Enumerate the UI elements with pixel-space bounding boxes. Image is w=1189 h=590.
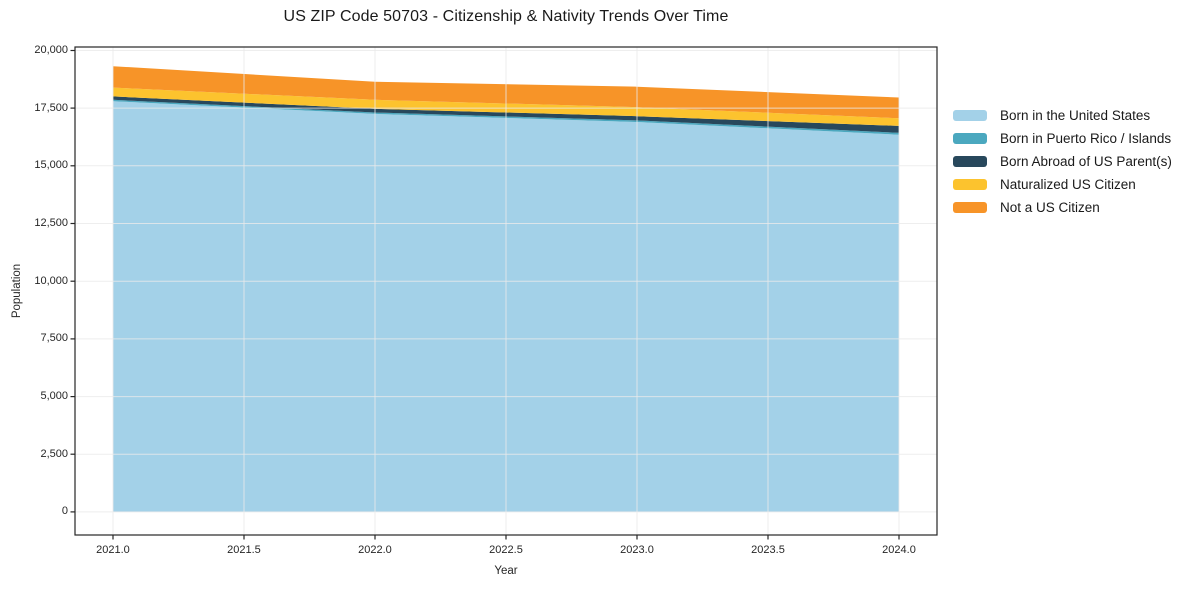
legend-label: Born in the United States xyxy=(1000,108,1151,123)
legend-swatch xyxy=(953,156,987,167)
x-tick-label: 2021.0 xyxy=(96,544,130,556)
y-tick-label: 17,500 xyxy=(34,101,68,114)
x-tick-label: 2021.5 xyxy=(227,544,261,556)
y-tick-label: 15,000 xyxy=(34,159,68,172)
legend-item-born-abroad-of-us-parent-s: Born Abroad of US Parent(s) xyxy=(953,150,1172,173)
legend-item-not-a-us-citizen: Not a US Citizen xyxy=(953,196,1172,219)
legend-swatch xyxy=(953,110,987,121)
legend-swatch xyxy=(953,202,987,213)
legend-swatch xyxy=(953,179,987,190)
legend-label: Not a US Citizen xyxy=(1000,200,1100,215)
x-tick-label: 2022.0 xyxy=(358,544,392,556)
y-tick-label: 7,500 xyxy=(40,332,68,345)
legend-item-born-in-puerto-rico-islands: Born in Puerto Rico / Islands xyxy=(953,127,1172,150)
chart-title: US ZIP Code 50703 - Citizenship & Nativi… xyxy=(283,8,729,25)
x-tick-label: 2023.5 xyxy=(751,544,785,556)
legend: Born in the United States Born in Puerto … xyxy=(953,104,1172,219)
legend-label: Born Abroad of US Parent(s) xyxy=(1000,154,1172,169)
legend-label: Naturalized US Citizen xyxy=(1000,177,1136,192)
y-tick-label: 10,000 xyxy=(34,274,68,287)
legend-item-born-in-the-united-states: Born in the United States xyxy=(953,104,1172,127)
x-tick-label: 2023.0 xyxy=(620,544,654,556)
y-tick-label: 5,000 xyxy=(40,390,68,403)
y-tick-label: 12,500 xyxy=(34,217,68,229)
x-tick-label: 2022.5 xyxy=(489,544,523,556)
y-tick-label: 20,000 xyxy=(34,43,68,56)
legend-swatch xyxy=(953,133,987,144)
y-tick-label: 0 xyxy=(61,505,68,518)
y-tick-label: 2,500 xyxy=(40,447,68,460)
legend-item-naturalized-us-citizen: Naturalized US Citizen xyxy=(953,173,1172,196)
x-tick-label: 2024.0 xyxy=(882,544,916,556)
x-axis-label: Year xyxy=(494,565,518,577)
plot-border xyxy=(74,46,938,536)
legend-label: Born in Puerto Rico / Islands xyxy=(1000,131,1172,146)
